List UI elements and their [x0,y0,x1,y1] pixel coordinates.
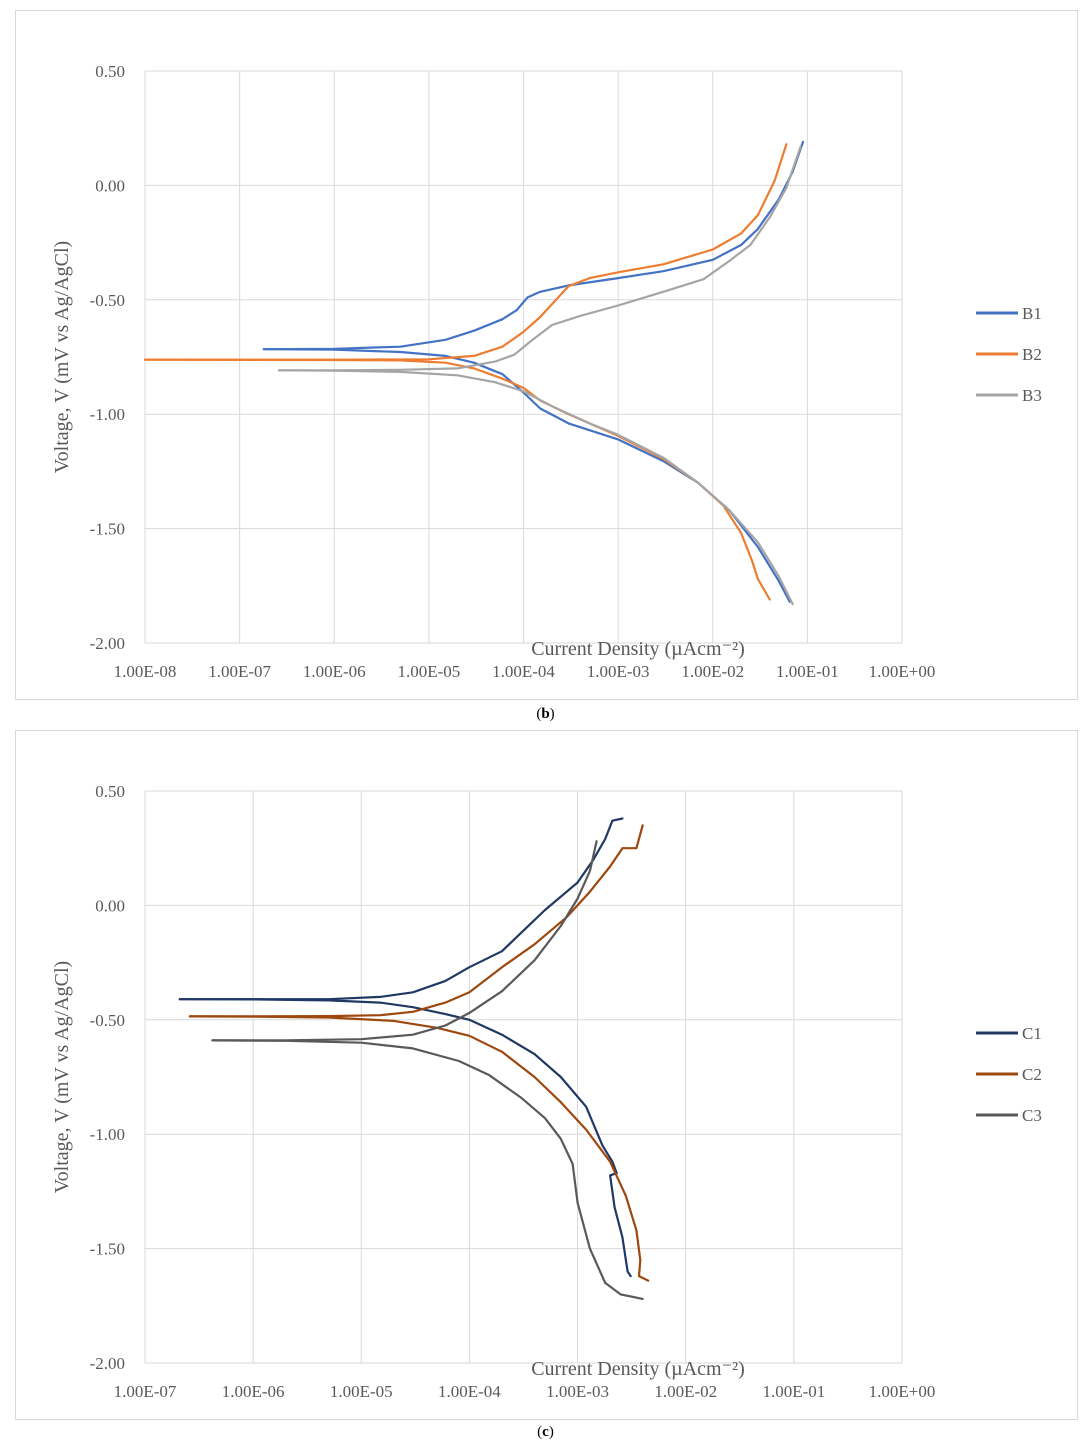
y-tick-label: 0.00 [95,176,125,195]
x-tick-label: 1.00E-07 [208,662,271,681]
caption-b: (b) [536,706,555,722]
series-line-c1-anodic [178,817,624,1001]
x-tick-label: 1.00E-07 [114,1382,177,1401]
y-tick-label: -1.50 [90,1240,125,1259]
series-line-c3-cathodic [211,1039,644,1301]
series-line-b2-cathodic [143,358,771,601]
y-tick-label: -1.00 [90,1125,125,1144]
series-line-b3-anodic [277,145,802,372]
y-tick-label: -2.00 [90,634,125,653]
y-tick-label: -1.00 [90,405,125,424]
series-b2 [143,143,788,601]
series-c1 [178,817,632,1278]
series-line-c2-cathodic [188,1015,650,1282]
caption-c-letter: c [542,1424,549,1440]
x-tick-label: 1.00E-04 [438,1382,501,1401]
legend: B1 B2 B3 [976,304,1042,405]
series-line-b2-anodic [143,143,788,361]
chart-panel-b: 0.50 0.00 -0.50 -1.00 -1.50 -2.00 1.00E-08 1.00… [15,10,1078,700]
series-line-b1-cathodic [262,348,791,603]
chart-panel-c: 0.50 0.00 -0.50 -1.00 -1.50 -2.00 1.00E-07 1.00… [15,730,1078,1420]
series-line-c3-anodic [211,840,598,1042]
x-tick-label: 1.00E-01 [762,1382,825,1401]
y-tick-label: -2.00 [90,1354,125,1373]
y-axis-label: Voltage, V (mV vs Ag/AgCl) [51,961,73,1193]
y-axis-label: Voltage, V (mV vs Ag/AgCl) [51,241,73,473]
x-tick-label: 1.00E+00 [869,1382,936,1401]
series-b1 [262,140,805,603]
series-b3 [277,145,802,606]
legend-label-b3: B3 [1022,386,1042,405]
y-tick-label: -1.50 [90,520,125,539]
x-tick-label: 1.00E-03 [587,662,650,681]
x-tick-label: 1.00E-04 [492,662,555,681]
x-axis-label: Current Density (µAcm⁻²) [531,638,745,660]
y-tick-label: 0.50 [95,782,125,801]
x-tick-label: 1.00E-03 [546,1382,609,1401]
series-c3 [211,840,644,1301]
legend-label-c2: C2 [1022,1065,1042,1084]
legend-label-c3: C3 [1022,1106,1042,1125]
x-tick-label: 1.00E-02 [654,1382,717,1401]
series-line-b1-anodic [262,140,805,351]
x-tick-label: 1.00E-08 [114,662,177,681]
x-tick-label: 1.00E-05 [397,662,460,681]
x-tick-label: 1.00E-02 [681,662,744,681]
series-c2 [188,824,650,1282]
legend-label-b2: B2 [1022,345,1042,364]
x-tick-label: 1.00E-05 [330,1382,393,1401]
legend-label-b1: B1 [1022,304,1042,323]
y-tick-label: -0.50 [90,1011,125,1030]
caption-c: (c) [537,1424,554,1440]
legend: C1 C2 C3 [976,1024,1042,1125]
y-tick-label: -0.50 [90,291,125,310]
y-tick-label: 0.00 [95,896,125,915]
y-tick-label: 0.50 [95,62,125,81]
x-tick-label: 1.00E+00 [869,662,936,681]
x-tick-label: 1.00E-06 [222,1382,285,1401]
series-line-c1-cathodic [178,998,632,1278]
series-line-c2-anodic [188,824,644,1018]
series-line-b3-cathodic [277,369,794,606]
chart-b-svg: 0.50 0.00 -0.50 -1.00 -1.50 -2.00 1.00E-08 1.00… [51,62,1042,681]
x-tick-label: 1.00E-01 [776,662,839,681]
x-tick-label: 1.00E-06 [303,662,366,681]
caption-b-letter: b [541,706,550,722]
chart-c-svg: 0.50 0.00 -0.50 -1.00 -1.50 -2.00 1.00E-07 1.00… [51,782,1042,1401]
x-axis-label: Current Density (µAcm⁻²) [531,1358,745,1380]
legend-label-c1: C1 [1022,1024,1042,1043]
